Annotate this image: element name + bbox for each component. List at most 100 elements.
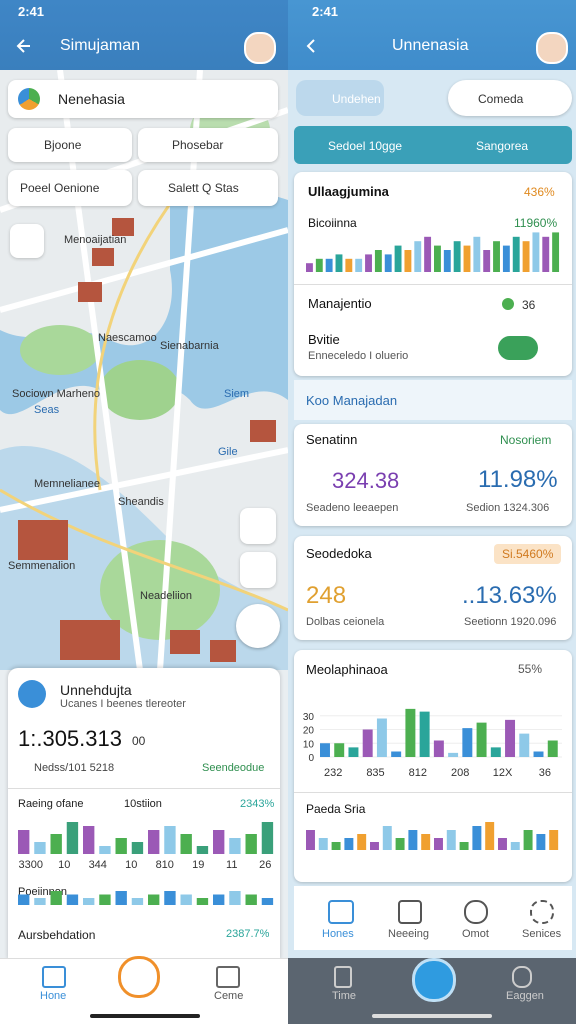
bar: [315, 258, 323, 272]
bar: [483, 250, 491, 272]
kpi-value: 324.38: [332, 468, 400, 493]
nav-icon[interactable]: [334, 966, 352, 988]
bar: [331, 842, 341, 850]
map-button[interactable]: [10, 224, 44, 258]
y-tick-label: 10: [303, 739, 315, 750]
bar: [404, 250, 412, 272]
inner-nav-label[interactable]: Neeeing: [388, 928, 429, 940]
row-label: Aursbehdation: [18, 928, 96, 942]
bar: [523, 830, 533, 850]
bar: [434, 245, 441, 272]
map-button[interactable]: [240, 552, 276, 588]
nav-icon[interactable]: [512, 966, 532, 988]
bar: [434, 838, 443, 850]
bar: [533, 751, 544, 757]
dropdown[interactable]: [448, 80, 572, 116]
nav-icon[interactable]: [42, 966, 66, 988]
x-tick-label: 810: [156, 859, 174, 871]
row-value: 2387.7%: [226, 928, 270, 940]
map-label: Memnelianee: [34, 478, 101, 490]
card-unit: 00: [132, 734, 146, 748]
bar: [196, 846, 209, 854]
bar: [376, 718, 387, 757]
avatar[interactable]: [536, 32, 568, 64]
map-label: Semmenalion: [8, 560, 76, 572]
divider: [8, 788, 280, 789]
bar: [196, 898, 209, 905]
y-tick-label: 0: [308, 753, 314, 764]
dropdown-label: Comeda: [478, 92, 524, 106]
chip[interactable]: [8, 128, 132, 162]
bar: [245, 894, 257, 905]
card-icon: [18, 680, 46, 708]
map-label: Neadeliion: [140, 590, 192, 602]
chip-label: Bjoone: [44, 138, 82, 152]
back-button[interactable]: [14, 36, 34, 56]
bar: [334, 743, 345, 757]
bar: [510, 842, 520, 850]
inner-nav-label[interactable]: Senices: [522, 928, 562, 940]
inner-nav-icon[interactable]: [464, 900, 488, 924]
tab[interactable]: Sedoel 10gge: [328, 139, 403, 153]
back-button[interactable]: [302, 36, 322, 56]
bar: [34, 842, 46, 854]
bar: [365, 254, 372, 272]
avatar[interactable]: [244, 32, 276, 64]
nav-center[interactable]: [118, 956, 160, 998]
map-button[interactable]: [240, 508, 276, 544]
bar: [384, 254, 392, 272]
nav-label[interactable]: Ceme: [214, 990, 244, 1002]
bar: [370, 842, 379, 850]
chip[interactable]: [138, 170, 278, 206]
nav-label[interactable]: Eaggen: [506, 990, 544, 1002]
bar: [419, 711, 430, 757]
nav-icon[interactable]: [216, 966, 240, 988]
chip-label: Poeel Oenione: [20, 181, 100, 195]
bar: [66, 894, 79, 905]
x-tick-label: 344: [89, 859, 107, 871]
inner-nav-icon[interactable]: [530, 900, 554, 924]
right-screen: 2:41 Unnenasia Undehen Comeda Sedoel 10g…: [288, 0, 576, 1024]
bar: [115, 891, 127, 905]
chip[interactable]: [8, 170, 132, 206]
chart-label: 10stiion: [124, 798, 162, 810]
bar: [164, 826, 176, 854]
inner-nav-icon[interactable]: [398, 900, 422, 924]
nav-label[interactable]: Hone: [40, 990, 67, 1002]
bar: [245, 834, 257, 854]
bar: [512, 236, 520, 272]
status-time: 2:41: [18, 4, 45, 19]
header-title: Simujaman: [60, 37, 141, 54]
status-time: 2:41: [312, 4, 339, 19]
bar: [355, 258, 363, 272]
bar: [424, 236, 432, 272]
inner-nav-icon[interactable]: [328, 900, 354, 924]
x-tick-label: 11: [226, 859, 237, 871]
bar: [391, 751, 402, 757]
inner-nav-label[interactable]: Omot: [462, 928, 489, 940]
inner-nav-label[interactable]: Hones: [322, 928, 354, 940]
bar: [318, 838, 328, 850]
bar: [180, 834, 192, 854]
bar: [446, 830, 456, 850]
bar: [83, 898, 95, 905]
bar: [443, 250, 451, 272]
search-box[interactable]: [8, 80, 278, 118]
bar: [99, 894, 111, 905]
chip[interactable]: [138, 128, 278, 162]
kpi-value: 11.98%: [478, 466, 558, 493]
bar: [405, 708, 416, 757]
card-title: Meolaphinaoa: [306, 662, 388, 677]
profile-button[interactable]: [236, 604, 280, 648]
tab[interactable]: Sangorea: [476, 139, 529, 153]
nav-center[interactable]: [412, 958, 456, 1002]
nav-label[interactable]: Time: [332, 990, 357, 1002]
search-text: Nenehasia: [58, 91, 125, 107]
bar: [213, 894, 225, 905]
bar: [519, 733, 530, 757]
bar: [261, 822, 274, 854]
bar: [448, 752, 459, 757]
bar: [472, 826, 482, 850]
toggle[interactable]: [498, 336, 538, 360]
pill[interactable]: [296, 80, 384, 116]
